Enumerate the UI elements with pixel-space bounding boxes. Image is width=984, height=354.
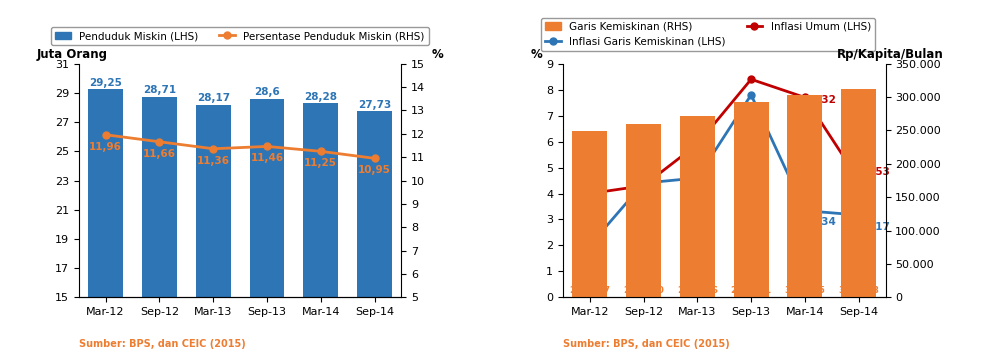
Bar <box>626 124 661 297</box>
Inflasi Garis Kemiskinan (LHS) <box>692 176 704 180</box>
Text: 11,25: 11,25 <box>304 158 338 169</box>
Inflasi Garis Kemiskinan (LHS) <box>638 181 649 185</box>
Persentase Penduduk Miskin (RHS) <box>208 147 219 151</box>
Text: 28,6: 28,6 <box>254 87 279 97</box>
Inflasi Garis Kemiskinan (LHS) <box>853 213 865 217</box>
Persentase Penduduk Miskin (RHS) <box>315 149 327 154</box>
Text: Juta Orang: Juta Orang <box>36 48 108 61</box>
Text: 29,25: 29,25 <box>90 78 122 87</box>
Persentase Penduduk Miskin (RHS) <box>369 156 381 160</box>
Bar <box>680 116 714 297</box>
Line: Inflasi Garis Kemiskinan (LHS): Inflasi Garis Kemiskinan (LHS) <box>586 91 862 249</box>
Bar <box>196 105 230 297</box>
Bar <box>573 131 607 297</box>
Text: 3,17: 3,17 <box>864 222 890 232</box>
Text: 4,53: 4,53 <box>864 167 890 177</box>
Text: 259.520: 259.520 <box>623 286 664 295</box>
Text: 302.735: 302.735 <box>784 286 826 295</box>
Text: 312.328: 312.328 <box>838 286 879 295</box>
Persentase Penduduk Miskin (RHS) <box>261 144 273 149</box>
Text: 11,36: 11,36 <box>197 156 229 166</box>
Text: 27,73: 27,73 <box>358 100 392 110</box>
Text: 11,66: 11,66 <box>143 149 176 159</box>
Bar <box>303 103 338 297</box>
Persentase Penduduk Miskin (RHS) <box>154 139 165 144</box>
Line: Inflasi Umum (LHS): Inflasi Umum (LHS) <box>586 76 862 197</box>
Text: 11,46: 11,46 <box>251 153 283 164</box>
Inflasi Garis Kemiskinan (LHS) <box>584 243 595 247</box>
Text: 248.707: 248.707 <box>569 286 610 295</box>
Text: 10,95: 10,95 <box>358 165 391 175</box>
Inflasi Umum (LHS) <box>745 77 757 81</box>
Bar <box>357 112 392 297</box>
Bar <box>841 89 876 297</box>
Inflasi Umum (LHS) <box>692 142 704 146</box>
Text: %: % <box>432 48 444 61</box>
Persentase Penduduk Miskin (RHS) <box>99 133 111 137</box>
Inflasi Umum (LHS) <box>853 178 865 182</box>
Legend: Penduduk Miskin (LHS), Persentase Penduduk Miskin (RHS): Penduduk Miskin (LHS), Persentase Pendud… <box>51 27 429 45</box>
Text: 3,34: 3,34 <box>810 217 836 227</box>
Line: Persentase Penduduk Miskin (RHS): Persentase Penduduk Miskin (RHS) <box>102 131 378 162</box>
Inflasi Garis Kemiskinan (LHS) <box>745 93 757 97</box>
Text: 292.951: 292.951 <box>730 286 771 295</box>
Text: 28,28: 28,28 <box>304 92 338 102</box>
Inflasi Umum (LHS) <box>584 192 595 196</box>
Inflasi Umum (LHS) <box>638 184 649 188</box>
Bar <box>787 95 823 297</box>
Text: 28,17: 28,17 <box>197 93 229 103</box>
Text: 7,32: 7,32 <box>810 95 836 105</box>
Bar <box>250 99 284 297</box>
Bar <box>142 97 177 297</box>
Text: Sumber: BPS, dan CEIC (2015): Sumber: BPS, dan CEIC (2015) <box>79 339 245 349</box>
Inflasi Garis Kemiskinan (LHS) <box>799 209 811 213</box>
Text: Rp/Kapita/Bulan: Rp/Kapita/Bulan <box>837 48 944 61</box>
Text: Sumber: BPS, dan CEIC (2015): Sumber: BPS, dan CEIC (2015) <box>563 339 729 349</box>
Legend: Garis Kemiskinan (RHS), Inflasi Garis Kemiskinan (LHS), Inflasi Umum (LHS): Garis Kemiskinan (RHS), Inflasi Garis Ke… <box>541 18 875 51</box>
Text: 11,96: 11,96 <box>90 142 122 152</box>
Bar <box>89 89 123 297</box>
Text: %: % <box>530 48 542 61</box>
Text: 28,71: 28,71 <box>143 85 176 96</box>
Text: 271.626: 271.626 <box>677 286 718 295</box>
Inflasi Umum (LHS) <box>799 95 811 99</box>
Bar <box>734 102 769 297</box>
